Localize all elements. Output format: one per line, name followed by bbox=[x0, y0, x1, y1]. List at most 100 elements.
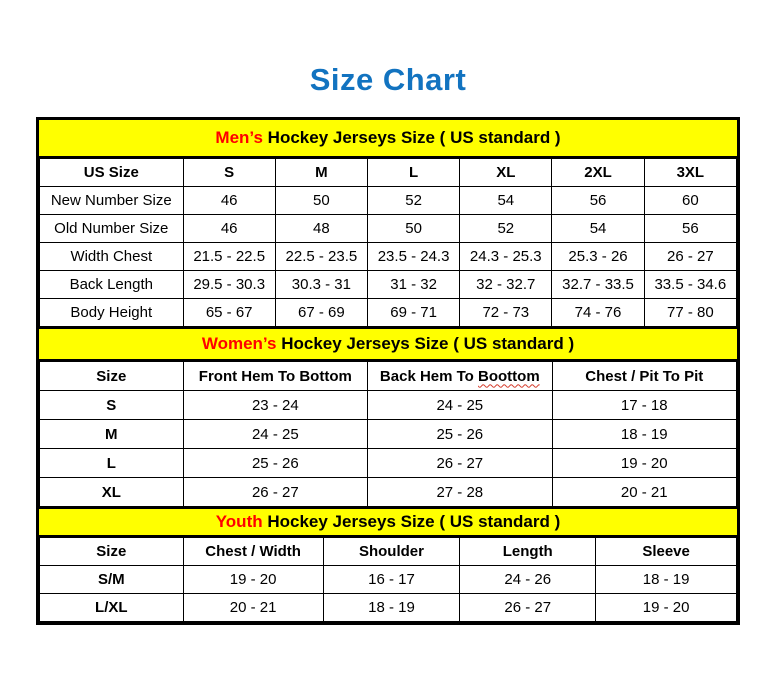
size-value-cell: 69 - 71 bbox=[366, 298, 461, 327]
size-value-cell: 21.5 - 22.5 bbox=[182, 242, 276, 271]
size-value-cell: 67 - 69 bbox=[274, 298, 368, 327]
size-value-cell: 46 bbox=[182, 186, 276, 215]
mens-size-table: US Size S M L XL 2XL 3XL New Number Size… bbox=[39, 158, 738, 327]
mens-col-header: L bbox=[366, 158, 461, 187]
size-value-cell: 60 bbox=[643, 186, 738, 215]
back-hem-misspelled-word: Boottom bbox=[478, 367, 540, 385]
youth-table-row: L/XL 20 - 21 18 - 19 26 - 27 19 - 20 bbox=[39, 593, 737, 622]
mens-table-row: New Number Size 46 50 52 54 56 60 bbox=[39, 186, 738, 215]
womens-banner-highlight: Women’s bbox=[201, 334, 277, 353]
mens-header-row: US Size S M L XL 2XL 3XL bbox=[39, 158, 738, 187]
size-value-cell: 18 - 19 bbox=[322, 593, 461, 622]
mens-col-header: 3XL bbox=[643, 158, 738, 187]
womens-section-banner: Women’s Hockey Jerseys Size ( US standar… bbox=[39, 327, 737, 361]
womens-banner-text: Hockey Jerseys Size ( US standard ) bbox=[276, 334, 575, 353]
youth-header-row: Size Chest / Width Shoulder Length Sleev… bbox=[39, 537, 737, 566]
size-value-cell: 18 - 19 bbox=[551, 419, 738, 449]
size-value-cell: 74 - 76 bbox=[551, 298, 645, 327]
size-value-cell: 33.5 - 34.6 bbox=[643, 270, 738, 299]
youth-col-header: Sleeve bbox=[595, 537, 737, 566]
row-label: Old Number Size bbox=[39, 214, 184, 243]
size-value-cell: 29.5 - 30.3 bbox=[182, 270, 276, 299]
size-value-cell: 19 - 20 bbox=[551, 448, 738, 478]
size-value-cell: 32.7 - 33.5 bbox=[551, 270, 645, 299]
youth-col-header: Length bbox=[459, 537, 597, 566]
size-value-cell: 19 - 20 bbox=[182, 565, 324, 594]
mens-col-header: XL bbox=[459, 158, 553, 187]
size-value-cell: 26 - 27 bbox=[459, 593, 597, 622]
row-label: L bbox=[39, 448, 184, 478]
size-value-cell: 18 - 19 bbox=[595, 565, 737, 594]
size-value-cell: 50 bbox=[366, 214, 461, 243]
size-value-cell: 26 - 27 bbox=[182, 477, 369, 507]
womens-col-header: Chest / Pit To Pit bbox=[551, 361, 738, 391]
size-value-cell: 72 - 73 bbox=[459, 298, 553, 327]
mens-col-header: US Size bbox=[39, 158, 184, 187]
size-value-cell: 25 - 26 bbox=[367, 419, 553, 449]
youth-col-header: Chest / Width bbox=[182, 537, 324, 566]
mens-col-header: S bbox=[182, 158, 276, 187]
mens-table-row: Old Number Size 46 48 50 52 54 56 bbox=[39, 214, 738, 243]
size-value-cell: 24 - 25 bbox=[367, 390, 553, 420]
size-value-cell: 19 - 20 bbox=[595, 593, 737, 622]
mens-table-row: Width Chest 21.5 - 22.5 22.5 - 23.5 23.5… bbox=[39, 242, 738, 271]
size-value-cell: 17 - 18 bbox=[551, 390, 738, 420]
size-value-cell: 30.3 - 31 bbox=[274, 270, 368, 299]
womens-col-header: Front Hem To Bottom bbox=[182, 361, 369, 391]
mens-banner-text: Hockey Jerseys Size ( US standard ) bbox=[262, 128, 561, 147]
back-hem-label: Back Hem To bbox=[379, 367, 479, 385]
size-value-cell: 26 - 27 bbox=[367, 448, 553, 478]
womens-header-row: Size Front Hem To Bottom Back Hem To Boo… bbox=[39, 361, 738, 391]
youth-banner-text: Hockey Jerseys Size ( US standard ) bbox=[262, 512, 561, 531]
size-value-cell: 16 - 17 bbox=[322, 565, 461, 594]
row-label: Width Chest bbox=[39, 242, 184, 271]
page-title: Size Chart bbox=[309, 62, 467, 97]
size-value-cell: 54 bbox=[459, 186, 553, 215]
size-value-cell: 77 - 80 bbox=[643, 298, 738, 327]
size-value-cell: 52 bbox=[366, 186, 461, 215]
size-value-cell: 56 bbox=[551, 186, 645, 215]
size-value-cell: 50 bbox=[274, 186, 368, 215]
womens-table-row: XL 26 - 27 27 - 28 20 - 21 bbox=[39, 477, 738, 507]
row-label: S/M bbox=[39, 565, 184, 594]
size-value-cell: 24 - 26 bbox=[459, 565, 597, 594]
row-label: M bbox=[39, 419, 184, 449]
size-value-cell: 56 bbox=[643, 214, 738, 243]
womens-size-table: Size Front Hem To Bottom Back Hem To Boo… bbox=[39, 361, 738, 507]
youth-col-header: Size bbox=[39, 537, 184, 566]
womens-col-header: Size bbox=[39, 361, 184, 391]
size-value-cell: 20 - 21 bbox=[182, 593, 324, 622]
womens-table-row: M 24 - 25 25 - 26 18 - 19 bbox=[39, 419, 738, 449]
mens-table-row: Back Length 29.5 - 30.3 30.3 - 31 31 - 3… bbox=[39, 270, 738, 299]
womens-table-row: S 23 - 24 24 - 25 17 - 18 bbox=[39, 390, 738, 420]
youth-table-row: S/M 19 - 20 16 - 17 24 - 26 18 - 19 bbox=[39, 565, 737, 594]
womens-col-header-back-hem: Back Hem To Boottom bbox=[367, 361, 553, 391]
row-label: Back Length bbox=[39, 270, 184, 299]
size-value-cell: 52 bbox=[459, 214, 553, 243]
mens-section-banner: Men’s Hockey Jerseys Size ( US standard … bbox=[39, 120, 737, 158]
mens-col-header: 2XL bbox=[551, 158, 645, 187]
size-value-cell: 32 - 32.7 bbox=[459, 270, 553, 299]
youth-section-banner: Youth Hockey Jerseys Size ( US standard … bbox=[39, 507, 737, 537]
size-value-cell: 24 - 25 bbox=[182, 419, 369, 449]
youth-size-table: Size Chest / Width Shoulder Length Sleev… bbox=[39, 537, 737, 622]
size-value-cell: 25.3 - 26 bbox=[551, 242, 645, 271]
size-value-cell: 46 bbox=[182, 214, 276, 243]
size-chart-table-group: Men’s Hockey Jerseys Size ( US standard … bbox=[36, 117, 740, 625]
youth-banner-highlight: Youth bbox=[215, 512, 263, 531]
size-value-cell: 24.3 - 25.3 bbox=[459, 242, 553, 271]
size-value-cell: 22.5 - 23.5 bbox=[274, 242, 368, 271]
size-value-cell: 26 - 27 bbox=[643, 242, 738, 271]
size-value-cell: 65 - 67 bbox=[182, 298, 276, 327]
youth-col-header: Shoulder bbox=[322, 537, 461, 566]
size-value-cell: 23.5 - 24.3 bbox=[366, 242, 461, 271]
row-label: S bbox=[39, 390, 184, 420]
size-value-cell: 20 - 21 bbox=[551, 477, 738, 507]
row-label: XL bbox=[39, 477, 184, 507]
row-label: Body Height bbox=[39, 298, 184, 327]
row-label: New Number Size bbox=[39, 186, 184, 215]
size-value-cell: 48 bbox=[274, 214, 368, 243]
size-value-cell: 31 - 32 bbox=[366, 270, 461, 299]
womens-table-row: L 25 - 26 26 - 27 19 - 20 bbox=[39, 448, 738, 478]
size-value-cell: 27 - 28 bbox=[367, 477, 553, 507]
